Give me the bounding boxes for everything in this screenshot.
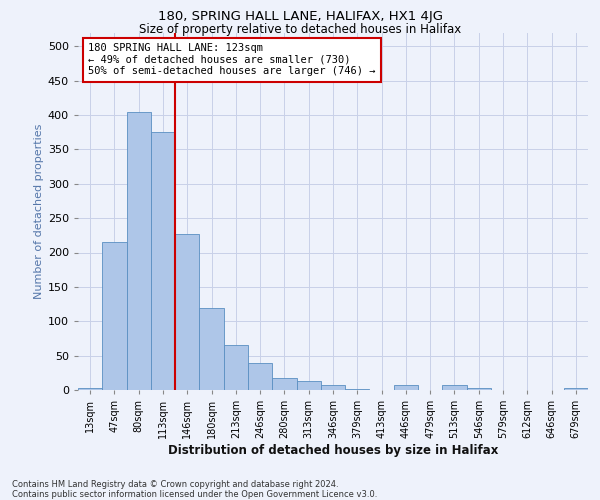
Bar: [321, 385, 345, 390]
Bar: [345, 388, 370, 390]
Bar: [151, 132, 175, 390]
Bar: [248, 362, 272, 390]
Y-axis label: Number of detached properties: Number of detached properties: [34, 124, 44, 299]
Bar: [272, 378, 296, 390]
Text: Contains HM Land Registry data © Crown copyright and database right 2024.
Contai: Contains HM Land Registry data © Crown c…: [12, 480, 377, 499]
Bar: [175, 234, 199, 390]
Bar: [564, 388, 588, 390]
Text: Size of property relative to detached houses in Halifax: Size of property relative to detached ho…: [139, 22, 461, 36]
Bar: [127, 112, 151, 390]
Bar: [102, 242, 127, 390]
Bar: [467, 388, 491, 390]
Text: 180 SPRING HALL LANE: 123sqm
← 49% of detached houses are smaller (730)
50% of s: 180 SPRING HALL LANE: 123sqm ← 49% of de…: [88, 43, 376, 76]
Bar: [296, 381, 321, 390]
Bar: [394, 385, 418, 390]
Bar: [78, 388, 102, 390]
X-axis label: Distribution of detached houses by size in Halifax: Distribution of detached houses by size …: [168, 444, 498, 457]
Bar: [199, 308, 224, 390]
Bar: [442, 385, 467, 390]
Bar: [224, 346, 248, 390]
Text: 180, SPRING HALL LANE, HALIFAX, HX1 4JG: 180, SPRING HALL LANE, HALIFAX, HX1 4JG: [157, 10, 443, 23]
